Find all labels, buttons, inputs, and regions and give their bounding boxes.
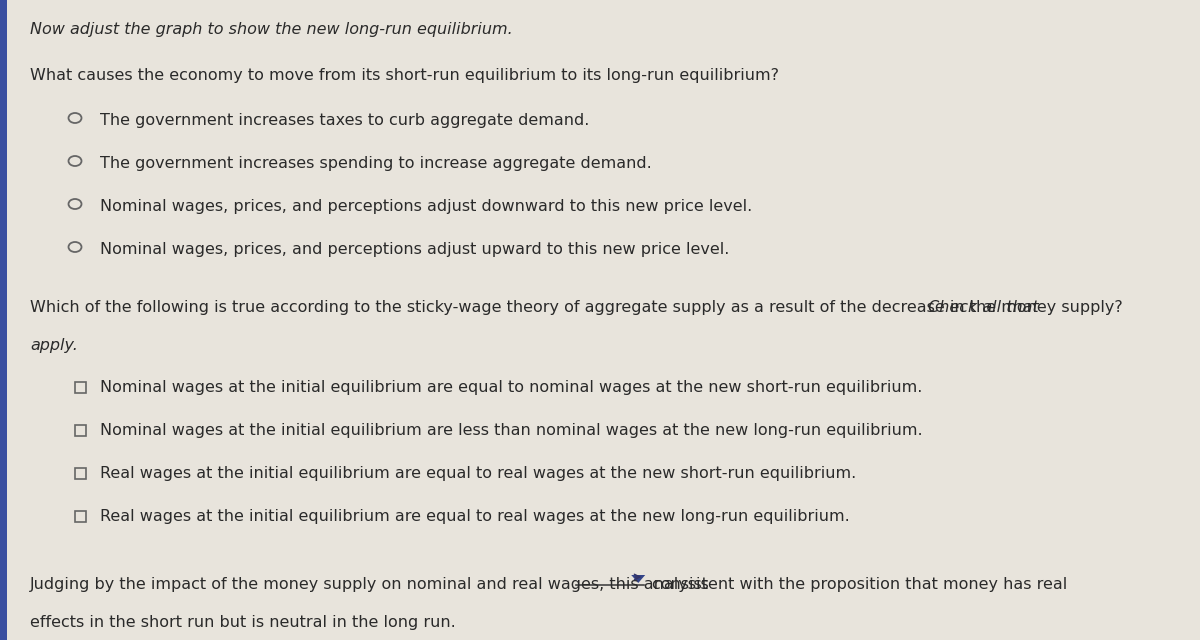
Text: Nominal wages at the initial equilibrium are less than nominal wages at the new : Nominal wages at the initial equilibrium… bbox=[100, 423, 923, 438]
Text: The government increases spending to increase aggregate demand.: The government increases spending to inc… bbox=[100, 156, 652, 171]
Bar bbox=[74, 382, 86, 393]
Text: Nominal wages, prices, and perceptions adjust upward to this new price level.: Nominal wages, prices, and perceptions a… bbox=[100, 242, 730, 257]
Bar bbox=[74, 468, 86, 479]
Text: apply.: apply. bbox=[30, 338, 78, 353]
Polygon shape bbox=[631, 575, 646, 583]
Text: The government increases taxes to curb aggregate demand.: The government increases taxes to curb a… bbox=[100, 113, 589, 128]
Text: What causes the economy to move from its short-run equilibrium to its long-run e: What causes the economy to move from its… bbox=[30, 68, 779, 83]
Text: consistent with the proposition that money has real: consistent with the proposition that mon… bbox=[653, 577, 1068, 592]
Text: Check all that: Check all that bbox=[923, 300, 1038, 315]
Text: Nominal wages at the initial equilibrium are equal to nominal wages at the new s: Nominal wages at the initial equilibrium… bbox=[100, 380, 923, 395]
Text: Judging by the impact of the money supply on nominal and real wages, this analys: Judging by the impact of the money suppl… bbox=[30, 577, 709, 592]
Bar bbox=[74, 425, 86, 436]
Text: effects in the short run but is neutral in the long run.: effects in the short run but is neutral … bbox=[30, 615, 456, 630]
Bar bbox=[0, 0, 7, 640]
Text: Which of the following is true according to the sticky-wage theory of aggregate : Which of the following is true according… bbox=[30, 300, 1123, 315]
Bar bbox=[74, 511, 86, 522]
Text: Real wages at the initial equilibrium are equal to real wages at the new short-r: Real wages at the initial equilibrium ar… bbox=[100, 466, 857, 481]
Text: Real wages at the initial equilibrium are equal to real wages at the new long-ru: Real wages at the initial equilibrium ar… bbox=[100, 509, 850, 524]
Text: Nominal wages, prices, and perceptions adjust downward to this new price level.: Nominal wages, prices, and perceptions a… bbox=[100, 199, 752, 214]
Text: Now adjust the graph to show the new long-run equilibrium.: Now adjust the graph to show the new lon… bbox=[30, 22, 512, 37]
